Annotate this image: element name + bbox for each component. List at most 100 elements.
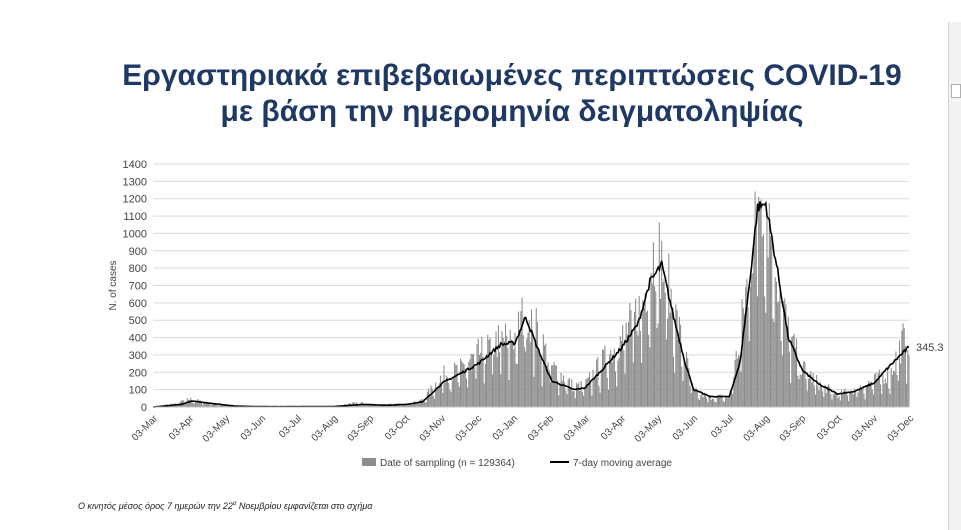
daily-bar (876, 379, 878, 407)
daily-bar (567, 379, 569, 407)
window-edge-handle[interactable] (951, 84, 961, 98)
daily-bar (192, 402, 194, 407)
daily-bar (600, 368, 602, 407)
daily-bar (458, 386, 460, 407)
daily-bar (894, 371, 896, 407)
daily-bar (769, 236, 772, 407)
daily-bar (722, 401, 724, 407)
daily-bar (203, 402, 205, 407)
daily-bar (559, 382, 561, 407)
daily-bar (761, 236, 763, 407)
daily-bar (548, 370, 550, 407)
daily-bar (525, 351, 527, 407)
daily-bar (676, 310, 678, 407)
daily-bar (191, 400, 193, 407)
daily-bar (464, 368, 466, 407)
daily-bar (713, 398, 715, 407)
daily-bar (403, 404, 405, 407)
daily-bar (513, 349, 515, 407)
daily-bar (656, 328, 658, 407)
daily-bar (445, 375, 447, 407)
daily-bar (473, 354, 475, 407)
daily-bar (195, 400, 197, 407)
daily-bar (852, 394, 854, 407)
daily-bar (590, 382, 592, 407)
daily-bar (706, 397, 708, 407)
daily-bar (743, 314, 746, 407)
daily-bar (684, 364, 686, 407)
daily-bar (377, 404, 379, 407)
daily-bar (501, 331, 503, 407)
daily-bar (691, 382, 693, 407)
title-line-2: με βάση την ημερομηνία δειγματοληψίας (220, 95, 804, 128)
daily-bar (529, 342, 531, 407)
daily-bar (882, 373, 884, 407)
daily-bar (451, 380, 453, 407)
daily-bar (778, 301, 780, 407)
daily-bar (862, 387, 864, 407)
daily-bar (412, 402, 414, 407)
y-tick-label: 800 (129, 263, 147, 275)
daily-bar (736, 358, 738, 407)
daily-bar (863, 393, 865, 407)
daily-bar (732, 393, 734, 407)
daily-bar (646, 310, 649, 407)
daily-bar (700, 395, 702, 407)
daily-bar (431, 388, 433, 407)
daily-bar (839, 400, 841, 407)
daily-bar (426, 391, 428, 407)
daily-bar (184, 402, 186, 407)
daily-bar (767, 257, 769, 407)
daily-bar (429, 394, 431, 407)
daily-bar (418, 400, 420, 407)
daily-bar (900, 363, 902, 407)
daily-bar (620, 340, 622, 407)
daily-bar (461, 360, 463, 407)
daily-bar (572, 391, 574, 407)
daily-bar (423, 398, 425, 407)
daily-bar (781, 355, 783, 407)
daily-bar (222, 404, 224, 407)
daily-bar (432, 396, 434, 407)
daily-bar (756, 296, 759, 407)
daily-bar (615, 371, 617, 407)
daily-bar (685, 351, 688, 407)
daily-bar (694, 389, 696, 407)
daily-bar (573, 391, 575, 407)
daily-bar (454, 362, 456, 407)
daily-bar (864, 399, 866, 407)
daily-bar (552, 365, 554, 407)
daily-bar (630, 310, 632, 407)
y-tick-label: 600 (129, 298, 147, 310)
daily-bar (168, 405, 171, 407)
daily-bar (792, 335, 794, 407)
daily-bar (198, 400, 200, 407)
daily-bar (629, 303, 631, 407)
daily-bar (386, 405, 388, 407)
daily-bar (523, 347, 525, 407)
daily-bar (571, 379, 573, 407)
daily-bar (735, 350, 737, 407)
daily-bar (218, 405, 220, 407)
daily-bar (586, 378, 588, 407)
daily-bar (481, 336, 483, 407)
daily-bar (616, 386, 618, 407)
daily-bar (210, 405, 212, 407)
daily-bar (867, 384, 869, 407)
daily-bar (545, 343, 547, 407)
daily-bar (762, 234, 764, 407)
daily-bar (419, 399, 421, 407)
daily-bar (215, 403, 217, 407)
x-tick-label: 03-Jul (277, 413, 304, 440)
daily-bar (528, 320, 530, 407)
daily-bar (211, 403, 213, 407)
daily-bar (902, 323, 904, 407)
daily-bar (200, 402, 202, 407)
daily-bar (383, 405, 385, 407)
daily-bar (784, 298, 786, 407)
moving-average-final-label: 345.3 (916, 342, 944, 354)
daily-bar (212, 403, 214, 407)
daily-bar (723, 402, 725, 407)
daily-bar (693, 388, 695, 407)
daily-bar (901, 330, 903, 407)
